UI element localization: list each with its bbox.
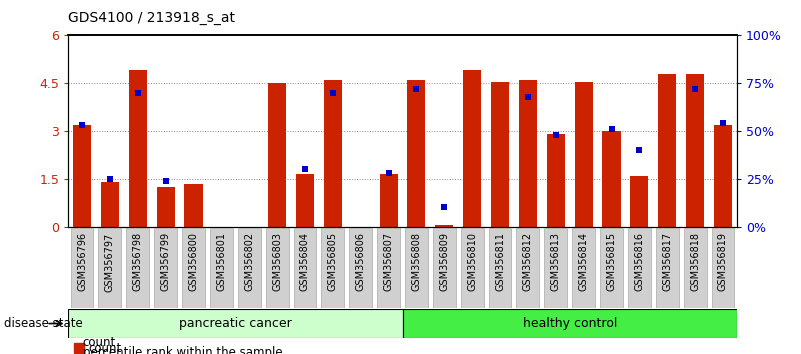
Bar [70,228,94,308]
Bar [324,80,342,227]
Bar [572,228,595,308]
Bar [101,182,119,227]
Bar [129,70,147,227]
Bar [435,225,453,227]
Text: GSM356803: GSM356803 [272,232,282,291]
Text: GSM356807: GSM356807 [384,232,393,291]
Text: GSM356811: GSM356811 [495,232,505,291]
Text: GSM356800: GSM356800 [188,232,199,291]
Bar [658,74,676,227]
Text: GSM356816: GSM356816 [634,232,644,291]
Bar [656,228,678,308]
Bar [349,228,372,308]
Bar [296,174,314,227]
Bar [463,70,481,227]
Text: GSM356799: GSM356799 [161,232,171,291]
Text: pancreatic cancer: pancreatic cancer [179,317,292,330]
Legend: count, percentile rank within the sample: count, percentile rank within the sample [74,342,288,354]
Bar [68,309,403,338]
Bar [266,228,288,308]
Bar [210,228,233,308]
Text: GSM356818: GSM356818 [690,232,700,291]
Text: GSM356802: GSM356802 [244,232,254,291]
Bar [293,228,316,308]
Bar [547,134,565,227]
Bar [184,183,203,227]
Bar [380,174,397,227]
Text: GSM356812: GSM356812 [523,232,533,291]
Text: GSM356808: GSM356808 [412,232,421,291]
Bar [519,80,537,227]
Text: GSM356798: GSM356798 [133,232,143,291]
Text: GSM356817: GSM356817 [662,232,672,291]
Bar [491,81,509,227]
Bar [545,228,567,308]
Text: GSM356806: GSM356806 [356,232,366,291]
Bar [574,81,593,227]
Bar [602,131,621,227]
Bar [686,74,704,227]
Text: healthy control: healthy control [522,317,617,330]
Text: GSM356796: GSM356796 [77,232,87,291]
Text: GSM356797: GSM356797 [105,232,115,292]
Bar [403,309,737,338]
Text: disease state: disease state [4,317,83,330]
Text: GSM356809: GSM356809 [439,232,449,291]
Bar [711,228,735,308]
Bar [517,228,539,308]
Bar [377,228,400,308]
Bar [628,228,650,308]
Bar [238,228,260,308]
Text: count: count [83,336,116,349]
Bar [73,125,91,227]
Text: percentile rank within the sample: percentile rank within the sample [83,346,282,354]
Bar [600,228,623,308]
Bar [405,228,428,308]
Text: GSM356819: GSM356819 [718,232,728,291]
Text: GSM356805: GSM356805 [328,232,338,291]
Bar [99,228,121,308]
Bar [408,80,425,227]
Text: GDS4100 / 213918_s_at: GDS4100 / 213918_s_at [68,11,235,25]
Text: GSM356810: GSM356810 [467,232,477,291]
Bar [461,228,484,308]
Bar [127,228,149,308]
Bar [684,228,706,308]
Text: GSM356815: GSM356815 [606,232,617,291]
Bar [489,228,512,308]
Bar [156,187,175,227]
Bar [433,228,456,308]
Bar [630,176,649,227]
Bar [321,228,344,308]
Bar [155,228,177,308]
Text: GSM356814: GSM356814 [578,232,589,291]
Text: GSM356804: GSM356804 [300,232,310,291]
Bar [714,125,732,227]
Bar [268,83,286,227]
Text: GSM356813: GSM356813 [551,232,561,291]
Text: GSM356801: GSM356801 [216,232,227,291]
Bar [182,228,205,308]
